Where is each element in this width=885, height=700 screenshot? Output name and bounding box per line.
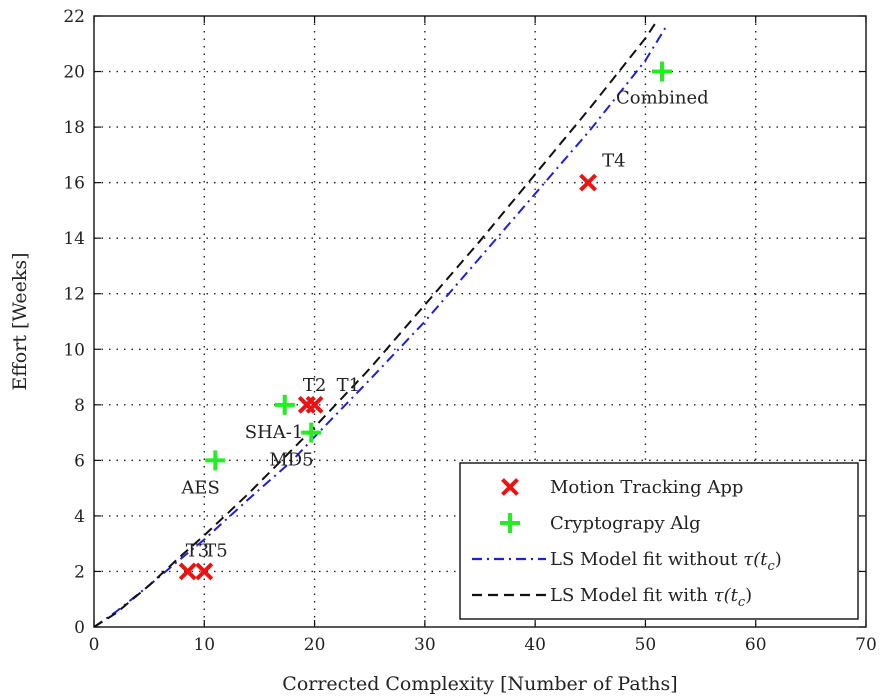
point-label-t2: T2 (303, 375, 326, 396)
x-tick-label: 70 (855, 635, 877, 655)
point-label-t4: T4 (602, 151, 625, 172)
legend-entry-3: LS Model fit with τ(tc) (472, 585, 752, 610)
x-tick-label: 30 (414, 635, 436, 655)
legend-entry-0: Motion Tracking App (501, 477, 743, 498)
data-point-t4 (579, 173, 597, 192)
data-point-aes (205, 450, 226, 471)
y-tick-label: 6 (74, 451, 85, 471)
y-tick-label: 18 (63, 118, 85, 138)
x-tick-label: 40 (524, 635, 546, 655)
legend-label-1: Cryptograpy Alg (550, 513, 701, 534)
y-tick-label: 16 (63, 174, 85, 194)
data-point-t3 (178, 562, 197, 581)
legend-entry-2: LS Model fit without τ(tc) (472, 549, 782, 574)
point-labels: T1 T2 T3 T4 T5 AES SHA-1 MD5 Combined (180, 88, 708, 562)
point-label-combined: Combined (616, 88, 709, 109)
x-tick-label: 60 (745, 635, 767, 655)
point-label-t1: T1 (337, 375, 360, 396)
y-tick-label: 12 (63, 285, 85, 305)
y-tick-label: 14 (63, 229, 85, 249)
legend: Motion Tracking App Cryptograpy Alg LS Mod… (459, 462, 859, 620)
legend-marker-0 (501, 478, 519, 496)
y-tick-label: 4 (74, 507, 85, 527)
data-point-t5 (195, 562, 214, 581)
legend-label-0: Motion Tracking App (550, 477, 743, 498)
point-label-t3: T3 (186, 540, 209, 561)
data-markers (178, 61, 672, 581)
legend-box (459, 462, 859, 620)
x-tick-label: 50 (635, 635, 657, 655)
fit-lines (93, 21, 669, 628)
data-point-t2 (297, 395, 316, 414)
y-tick-label: 8 (74, 396, 85, 416)
legend-marker-1 (500, 513, 520, 533)
y-tick-label: 22 (63, 7, 85, 27)
y-axis-label: Effort [Weeks] (9, 252, 31, 390)
y-tick-label: 0 (74, 618, 85, 638)
y-tick-label: 20 (63, 63, 85, 83)
fit-line-1 (93, 21, 658, 628)
axis-ticks: 0 10 20 30 40 50 60 70 0 2 4 6 8 10 12 14 16 18 20 22 (63, 7, 876, 655)
data-point-md5 (301, 422, 322, 443)
point-label-t5: T5 (204, 540, 227, 561)
x-axis-label: Corrected Complexity [Number of Paths] (282, 673, 677, 695)
point-label-aes: AES (180, 477, 219, 498)
y-tick-label: 10 (63, 340, 85, 360)
x-tick-label: 10 (193, 635, 215, 655)
point-label-sha-1: SHA-1 (245, 422, 304, 443)
legend-label-2: LS Model fit without τ(tc) (550, 549, 782, 574)
point-label-md5: MD5 (269, 450, 313, 471)
data-point-combined (651, 61, 672, 82)
x-tick-label: 20 (304, 635, 326, 655)
legend-label-3: LS Model fit with τ(tc) (550, 585, 752, 610)
x-tick-label: 0 (89, 635, 100, 655)
fit-line-0 (93, 23, 669, 628)
plot-area-frame (93, 15, 867, 628)
data-point-sha-1 (274, 394, 295, 415)
legend-entry-1: Cryptograpy Alg (500, 513, 701, 534)
y-tick-label: 2 (74, 562, 85, 582)
